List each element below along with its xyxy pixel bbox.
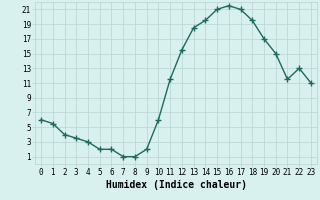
X-axis label: Humidex (Indice chaleur): Humidex (Indice chaleur) [106, 180, 246, 190]
